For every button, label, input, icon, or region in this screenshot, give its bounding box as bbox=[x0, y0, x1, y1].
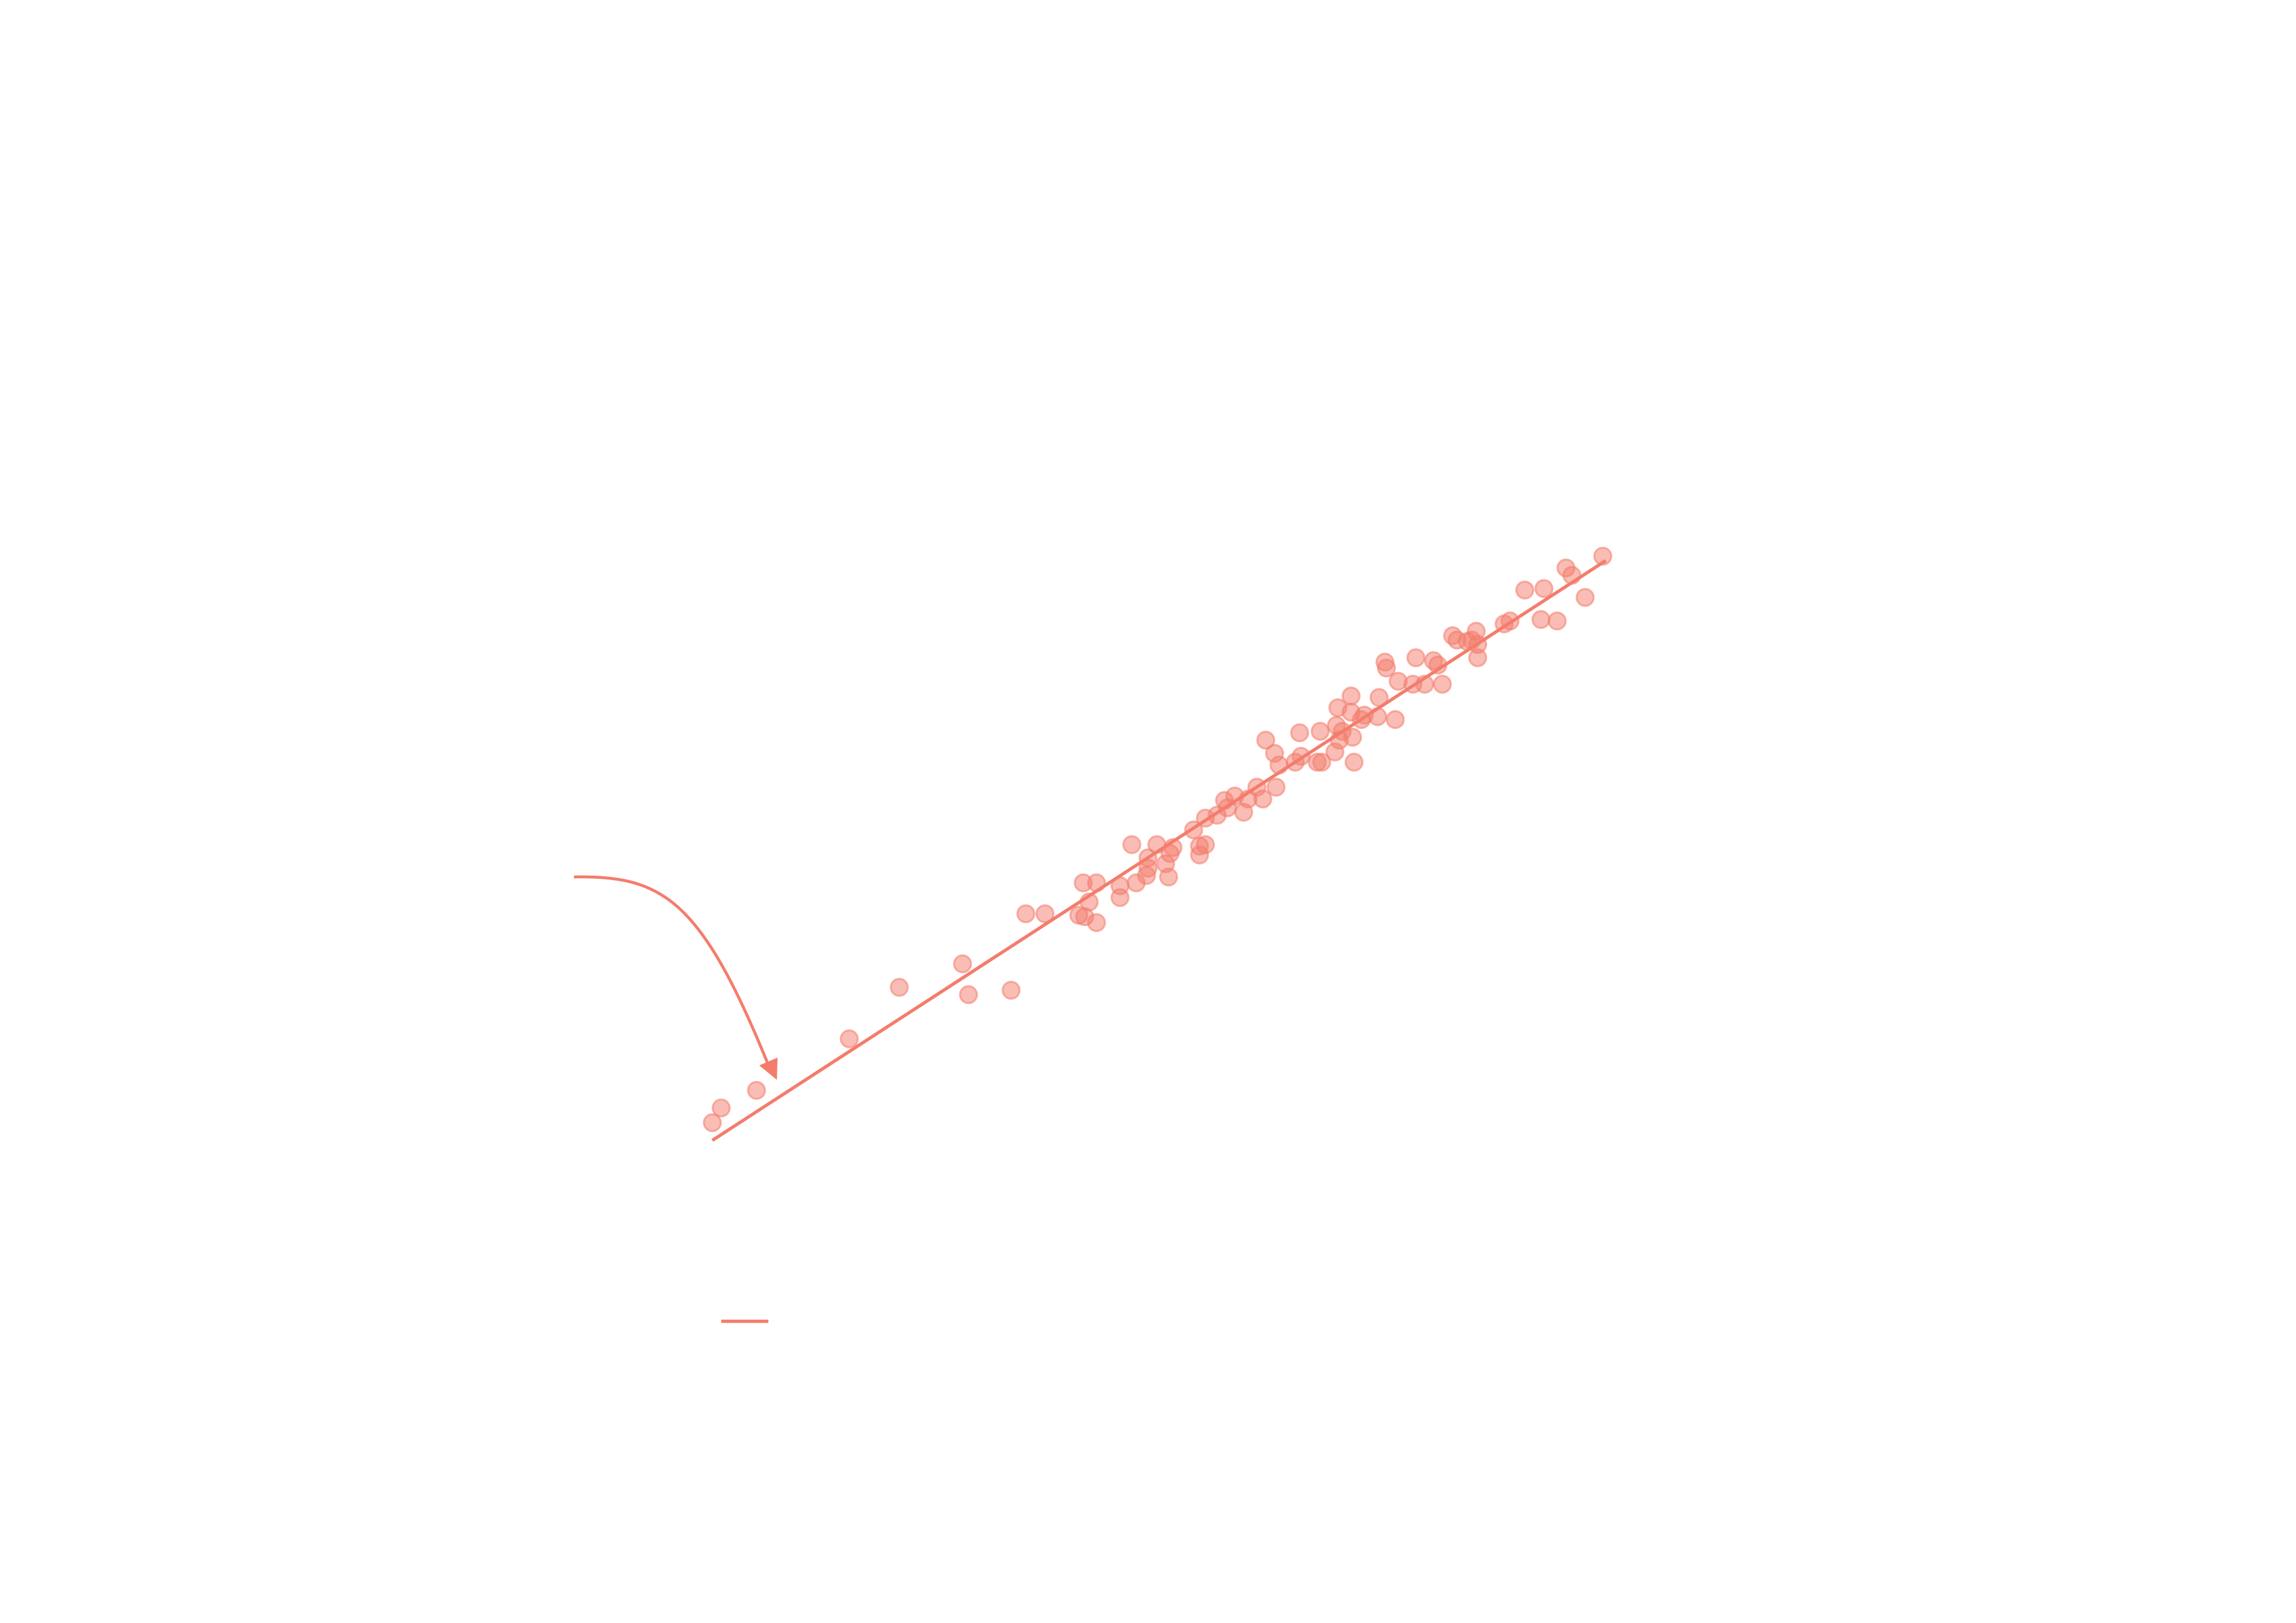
point bbox=[1468, 648, 1488, 668]
point bbox=[1341, 686, 1361, 705]
point bbox=[1406, 648, 1426, 668]
point bbox=[1534, 579, 1554, 598]
fit-line bbox=[711, 559, 1607, 1142]
point bbox=[1035, 904, 1055, 923]
point bbox=[953, 954, 973, 974]
point bbox=[1547, 611, 1567, 631]
point bbox=[747, 1080, 766, 1100]
point bbox=[1531, 610, 1551, 630]
point bbox=[1575, 588, 1595, 607]
point bbox=[1158, 867, 1178, 887]
point bbox=[1515, 580, 1535, 600]
annotation-arrow bbox=[573, 875, 771, 1067]
point bbox=[1016, 904, 1035, 923]
point bbox=[1310, 721, 1330, 741]
arrow-head bbox=[759, 1058, 778, 1080]
point bbox=[702, 1113, 722, 1133]
point bbox=[1376, 658, 1396, 678]
point bbox=[889, 978, 909, 997]
point bbox=[1433, 675, 1452, 694]
point bbox=[1086, 913, 1106, 933]
point bbox=[840, 1029, 859, 1048]
point bbox=[959, 985, 978, 1005]
point bbox=[1253, 789, 1272, 809]
point bbox=[1122, 835, 1141, 855]
point bbox=[1343, 727, 1363, 747]
point bbox=[1312, 753, 1331, 772]
point bbox=[1138, 859, 1158, 878]
point bbox=[711, 1098, 731, 1118]
point bbox=[1344, 753, 1364, 772]
point bbox=[1196, 835, 1215, 855]
point bbox=[1256, 730, 1276, 750]
point bbox=[1001, 980, 1021, 1000]
point bbox=[1290, 723, 1310, 743]
point bbox=[1593, 546, 1613, 566]
point bbox=[1386, 709, 1405, 729]
point bbox=[1266, 777, 1286, 797]
